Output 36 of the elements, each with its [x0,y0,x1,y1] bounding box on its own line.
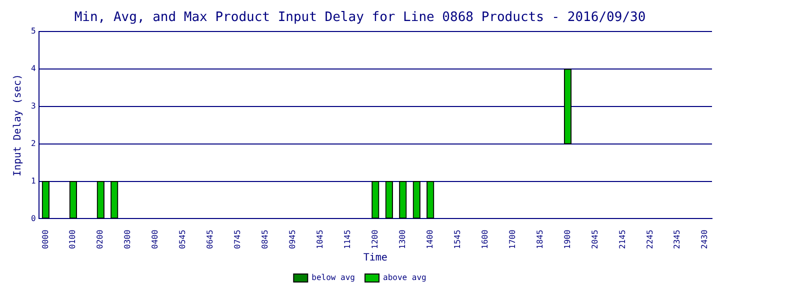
x-tick-label: 1545 [452,230,462,249]
x-tick-label: 2145 [618,230,627,249]
x-tick-label: 1045 [316,230,325,249]
y-tick-label: 3 [30,102,36,111]
x-tick-label: 0100 [68,230,78,249]
x-tick-label: 0945 [288,230,298,249]
x-tick-label: 1600 [480,230,490,249]
y-tick-label: 0 [30,214,36,223]
x-tick-label: 0000 [40,230,50,249]
x-tick-label: 1845 [535,230,544,249]
x-tick-label: 0400 [150,230,160,249]
x-tick-label: 0200 [96,230,105,249]
legend-label: below avg [312,273,356,282]
x-axis-title: Time [363,252,388,264]
x-tick-label: 2045 [590,230,600,249]
x-tick-label: 1200 [370,230,380,249]
x-tick-label: 1700 [508,230,517,249]
x-tick-label: 1400 [425,230,434,249]
x-tick-label: 1900 [562,230,572,249]
chart-title: Min, Avg, and Max Product Input Delay for Line 0868 Products - 2016/09/30 [74,10,646,26]
x-tick-label: 1300 [398,230,407,249]
legend-label: above avg [383,273,427,282]
x-tick-label: 0745 [233,230,242,249]
x-tick-label: 2430 [700,230,710,249]
x-tick-label: 1145 [343,230,352,249]
x-tick-label: 2345 [672,230,682,249]
x-tick-label: 0845 [260,230,270,249]
y-tick-label: 5 [30,26,36,36]
x-tick-label: 0545 [178,230,188,249]
y-tick-label: 2 [30,138,36,148]
y-tick-label: 1 [30,176,36,186]
y-axis-title: Input Delay (sec) [12,74,24,176]
x-tick-label: 2245 [645,230,654,249]
y-tick-label: 4 [30,64,36,74]
x-tick-label: 0645 [206,230,215,249]
x-tick-label: 0300 [123,230,132,249]
